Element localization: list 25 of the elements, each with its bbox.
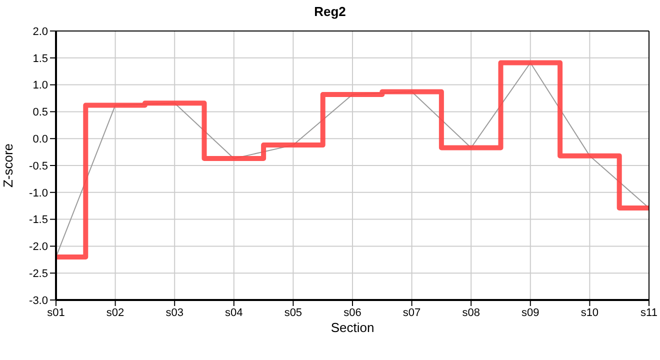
y-tick-label: -1.0	[29, 187, 48, 200]
x-tick-label: s07	[402, 306, 421, 319]
x-tick-label: s08	[462, 306, 480, 319]
y-tick-label: 1.5	[32, 52, 48, 65]
x-tick-label: s09	[522, 306, 540, 319]
y-tick-label: -2.5	[29, 268, 48, 280]
x-tick-label: s02	[106, 306, 124, 319]
x-tick-label: s10	[580, 306, 599, 319]
y-tick-label: 1.0	[32, 80, 48, 92]
y-tick-label: 0.5	[32, 106, 48, 119]
y-tick-label: -0.5	[29, 160, 48, 172]
chart-title: Reg2	[313, 4, 347, 19]
x-axis-title: Section	[330, 320, 374, 335]
x-tick-label: s04	[225, 306, 243, 319]
y-tick-label: 2.0	[32, 26, 48, 38]
x-tick-label: s11	[640, 306, 658, 319]
x-tick-label: s05	[284, 306, 302, 319]
y-tick-label: -1.5	[29, 214, 48, 226]
x-tick-label: s01	[47, 306, 65, 319]
y-axis-title: Z-score	[0, 143, 16, 188]
x-tick-label: s03	[166, 306, 184, 319]
x-tick-label: s06	[344, 306, 362, 319]
y-tick-label: -3.0	[29, 294, 48, 307]
y-tick-label: -2.0	[29, 241, 48, 254]
y-tick-label: 0.0	[32, 134, 48, 146]
